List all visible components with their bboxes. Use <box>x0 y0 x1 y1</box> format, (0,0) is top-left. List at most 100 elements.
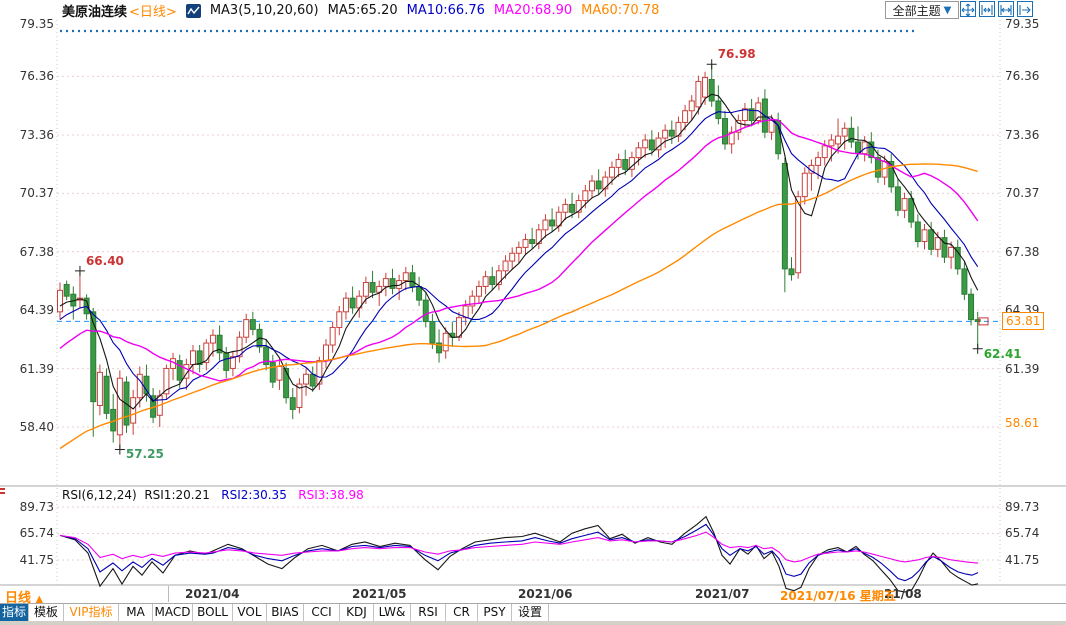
candle-body <box>495 270 502 285</box>
candle-body <box>535 229 542 244</box>
candle-body <box>635 147 642 159</box>
pan-right-icon[interactable] <box>1017 1 1033 17</box>
toolbar-tab-PSY[interactable]: PSY <box>478 604 512 621</box>
toolbar-tab-BIAS[interactable]: BIAS <box>267 604 304 621</box>
ma-param-label: MA3(5,10,20,60) <box>209 3 319 18</box>
candle-body <box>801 172 808 198</box>
date-axis-row: 日线 ▲ 21/08 2021/04 2021/05 2021/06 2021/07 2… <box>0 586 1066 606</box>
candle-body <box>63 283 70 297</box>
candle-body <box>914 221 921 243</box>
candle-body <box>223 352 230 371</box>
pane-handle-glyph <box>0 488 5 490</box>
candle-body <box>934 237 941 250</box>
toolbar-tab-RSI[interactable]: RSI <box>411 604 446 621</box>
candle-body <box>269 362 276 383</box>
candle-body <box>289 397 296 410</box>
toolbar-tab-CCI[interactable]: CCI <box>304 604 340 621</box>
rsi-axis-label-left: 65.74 <box>19 526 54 541</box>
ma5-line <box>59 93 979 410</box>
ma10-line <box>59 109 979 401</box>
candle-body <box>362 282 369 297</box>
rsi-header: RSI(6,12,24) RSI1:20.21 RSI2:30.35 RSI3:… <box>62 488 364 502</box>
theme-dropdown-label: 全部主题 <box>892 3 941 18</box>
candle-body <box>303 373 310 385</box>
ma60-value: MA60:70.78 <box>581 3 660 18</box>
candle-body <box>954 246 961 270</box>
y-axis-label-left: 61.39 <box>19 361 54 376</box>
price-chart-canvas[interactable] <box>0 0 1066 600</box>
toolbar-tab-VOL[interactable]: VOL <box>233 604 267 621</box>
candle-body <box>489 276 496 285</box>
candle-body <box>163 367 170 395</box>
toolbar-tab-BOLL[interactable]: BOLL <box>193 604 233 621</box>
toolbar-tab-模板[interactable]: 模板 <box>29 604 64 621</box>
candle-body <box>236 336 243 358</box>
expand-time-icon[interactable] <box>998 1 1014 17</box>
rsi3-value: RSI3:38.98 <box>298 488 364 502</box>
toolbar-tab-VIP指标[interactable]: VIP指标 <box>64 604 119 621</box>
rsi-param-label: RSI(6,12,24) <box>62 488 137 502</box>
toolbar-tab-KDJ[interactable]: KDJ <box>340 604 374 621</box>
candle-body <box>469 295 476 307</box>
rsi2-value: RSI2:30.35 <box>221 488 287 502</box>
candle-body <box>402 272 409 282</box>
candle-body <box>575 200 582 213</box>
rsi-axis-label-left: 89.73 <box>19 500 54 514</box>
candle-body <box>502 260 509 272</box>
candle-body <box>283 367 290 399</box>
candle-body <box>668 129 675 137</box>
candle-body <box>462 305 469 319</box>
candle-body <box>216 334 223 354</box>
candle-body <box>928 229 935 250</box>
candle-body <box>103 375 110 414</box>
toolbar-tab-MA[interactable]: MA <box>119 604 153 621</box>
candle-body <box>728 131 735 145</box>
x-tick-month: 2021/07 <box>695 587 750 601</box>
y-axis-label-left: 70.37 <box>19 186 54 201</box>
candle-body <box>735 119 742 133</box>
candle-body <box>788 268 795 276</box>
candle-body <box>795 196 802 274</box>
y-axis-label-right: 76.36 <box>1005 69 1040 84</box>
kline-type-icon[interactable] <box>185 3 201 18</box>
y-axis-label-right: 73.36 <box>1005 127 1040 142</box>
candle-body <box>595 180 602 190</box>
candle-body <box>682 110 689 123</box>
rsi-axis-label-right: 41.75 <box>1005 552 1040 567</box>
period-toggle[interactable]: 日线 ▲ <box>5 591 44 606</box>
candle-body <box>442 332 449 352</box>
candle-body <box>722 118 728 145</box>
candle-body <box>296 383 303 408</box>
candle-body <box>642 139 649 149</box>
toolbar-tab-LW&[interactable]: LW& <box>374 604 411 621</box>
extreme-cross-mark <box>972 343 983 354</box>
rsi2-line <box>59 523 979 582</box>
candle-body <box>589 180 595 192</box>
candle-body <box>183 364 190 379</box>
rsi1-line <box>59 515 979 593</box>
candle-body <box>695 80 702 108</box>
compress-time-icon[interactable] <box>979 1 995 17</box>
rsi-axis-label-right: 65.74 <box>1005 526 1040 541</box>
candle-body <box>901 198 908 211</box>
candle-body <box>781 162 788 270</box>
candle-body <box>874 157 881 178</box>
candle-body <box>921 229 928 243</box>
indicator-toolbar: 指标 模板 VIP指标 MA MACD BOLL VOL BIAS CCI KDJ LW& RSI CR… <box>0 603 1066 621</box>
toolbar-tab-设置[interactable]: 设置 <box>512 604 549 621</box>
toolbar-tab-CR[interactable]: CR <box>446 604 478 621</box>
crosshair-icon[interactable] <box>960 1 976 17</box>
crosshair-date-label: 2021/07/16 星期五 <box>780 589 896 603</box>
toolbar-tab-指标[interactable]: 指标 <box>0 604 29 621</box>
candle-body <box>708 78 715 102</box>
candle-body <box>908 198 915 223</box>
bottom-strip <box>0 621 1066 625</box>
candle-body <box>549 219 556 227</box>
y-axis-label-left: 79.35 <box>19 17 54 31</box>
last-price-badge: 63.81 <box>1002 312 1045 331</box>
toolbar-tab-MACD[interactable]: MACD <box>153 604 193 621</box>
period-tag: <日线> <box>129 5 177 20</box>
theme-dropdown[interactable]: 全部主题 ▼ <box>885 1 959 19</box>
y-axis-label-right: 61.39 <box>1005 361 1040 376</box>
current-price-pointer <box>978 317 989 326</box>
